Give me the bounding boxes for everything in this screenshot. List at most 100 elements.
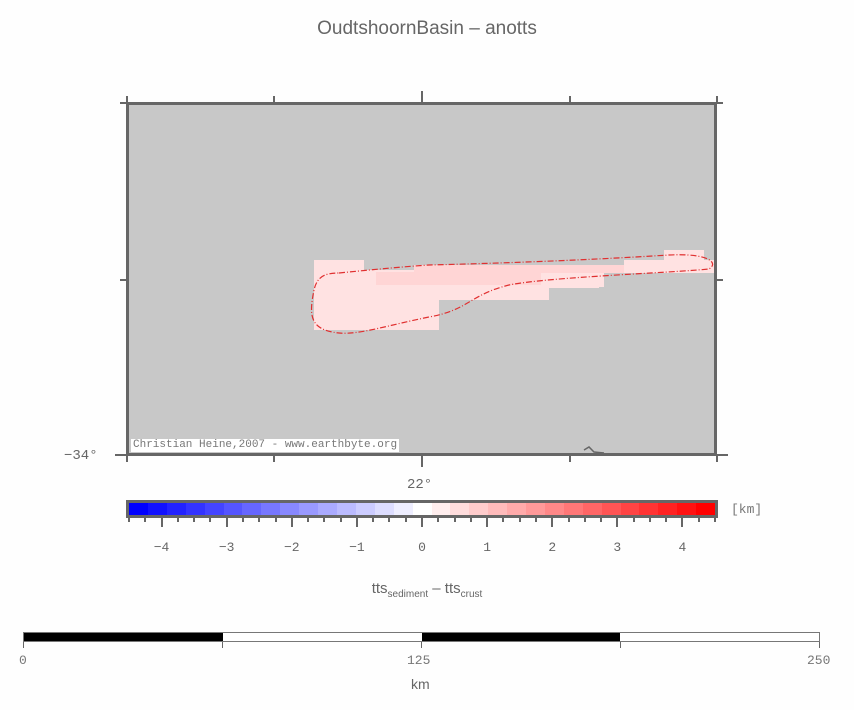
- scale-segment: [620, 633, 819, 641]
- frame-tick: [716, 96, 718, 102]
- frame-tick: [273, 96, 275, 102]
- colorbar-label: 3: [613, 540, 622, 555]
- colorbar-tick: [193, 518, 196, 522]
- colorbar-tick: [600, 518, 603, 522]
- colorbar-cell: [166, 503, 186, 515]
- colorbar-cell: [658, 503, 678, 515]
- frame-tick: [126, 96, 128, 102]
- colorbar-label: −4: [153, 540, 170, 555]
- colorbar-tick: [404, 518, 407, 522]
- latitude-label: −34°: [64, 448, 98, 464]
- colorbar-tick: [437, 518, 440, 522]
- colorbar-cell: [488, 503, 508, 515]
- basin-outline: [310, 250, 714, 453]
- colorbar-cell: [412, 503, 432, 515]
- colorbar-cell: [677, 503, 697, 515]
- credit-text: Christian Heine,2007 - www.earthbyte.org: [131, 439, 400, 452]
- frame-tick: [273, 456, 275, 462]
- colorbar-tick: [648, 518, 651, 522]
- xlabel-sep: –: [428, 580, 445, 597]
- colorbar-label: 2: [548, 540, 557, 555]
- colorbar-cell: [299, 503, 319, 515]
- frame-tick: [717, 102, 723, 104]
- colorbar-tick: [323, 518, 326, 522]
- colorbar-tick: [681, 518, 684, 527]
- colorbar-tick: [534, 518, 537, 522]
- colorbar-cell: [544, 503, 564, 515]
- colorbar-cell: [582, 503, 602, 515]
- colorbar-label: −1: [349, 540, 365, 555]
- colorbar-tick: [160, 518, 163, 527]
- colorbar-tick: [258, 518, 261, 522]
- colorbar-cell: [431, 503, 451, 515]
- colorbar-tick: [583, 518, 586, 522]
- frame-tick: [569, 96, 571, 102]
- colorbar-tick: [453, 518, 456, 522]
- frame-tick: [716, 456, 718, 462]
- scale-label-0: 0: [19, 653, 27, 668]
- colorbar-cell: [563, 503, 583, 515]
- colorbar-label: 0: [418, 540, 426, 555]
- colorbar: [126, 500, 718, 518]
- colorbar-tick: [307, 518, 310, 522]
- colorbar-cell: [355, 503, 375, 515]
- colorbar-tick: [632, 518, 635, 522]
- scale-tick: [620, 642, 621, 648]
- colorbar-tick: [665, 518, 668, 522]
- frame-tick: [421, 456, 423, 467]
- scale-tick: [23, 642, 24, 648]
- colorbar-tick: [274, 518, 277, 522]
- colorbar-cell: [242, 503, 262, 515]
- colorbar-cell: [639, 503, 659, 515]
- colorbar-cell: [507, 503, 527, 515]
- frame-tick: [120, 102, 126, 104]
- colorbar-tick: [144, 518, 147, 522]
- colorbar-tick: [372, 518, 375, 522]
- xlabel-sub1: sediment: [387, 589, 429, 600]
- scale-label-250: 250: [807, 653, 831, 668]
- frame-tick: [115, 454, 126, 456]
- colorbar-label: 4: [678, 540, 687, 555]
- xlabel-term1: tts: [371, 580, 388, 597]
- colorbar-tick: [176, 518, 179, 522]
- colorbar-unit: [km]: [731, 502, 763, 517]
- scale-tick: [819, 642, 820, 648]
- scale-segment: [24, 633, 223, 641]
- colorbar-tick: [469, 518, 472, 522]
- map-title: OudtshoornBasin – anotts: [317, 18, 537, 39]
- colorbar-tick: [388, 518, 391, 522]
- colorbar-cell: [469, 503, 489, 515]
- colorbar-tick: [714, 518, 716, 522]
- map-area: [126, 102, 717, 456]
- colorbar-cell: [526, 503, 545, 515]
- colorbar-cell: [129, 503, 148, 515]
- colorbar-cell: [620, 503, 640, 515]
- frame-tick: [120, 279, 126, 281]
- colorbar-cell: [318, 503, 337, 515]
- frame-tick: [126, 456, 128, 462]
- colorbar-tick: [339, 518, 342, 522]
- colorbar-cell: [261, 503, 281, 515]
- colorbar-cell: [204, 503, 224, 515]
- colorbar-cell: [336, 503, 356, 515]
- colorbar-cell: [223, 503, 243, 515]
- scale-segment: [421, 633, 621, 641]
- scale-tick: [222, 642, 223, 648]
- colorbar-tick: [697, 518, 700, 522]
- colorbar-cell: [450, 503, 470, 515]
- frame-tick: [717, 454, 728, 456]
- colorbar-tick: [616, 518, 619, 527]
- colorbar-tick: [355, 518, 358, 527]
- colorbar-cell: [374, 503, 394, 515]
- colorbar-tick: [518, 518, 521, 522]
- colorbar-tick: [567, 518, 570, 522]
- colorbar-label: −3: [218, 540, 235, 555]
- scale-label-125: 125: [407, 653, 431, 668]
- colorbar-tick: [502, 518, 505, 522]
- frame-tick: [717, 279, 723, 281]
- colorbar-label: −2: [283, 540, 300, 555]
- frame-tick: [421, 91, 423, 102]
- colorbar-tick: [128, 518, 130, 522]
- colorbar-cell: [601, 503, 621, 515]
- colorbar-tick: [290, 518, 293, 527]
